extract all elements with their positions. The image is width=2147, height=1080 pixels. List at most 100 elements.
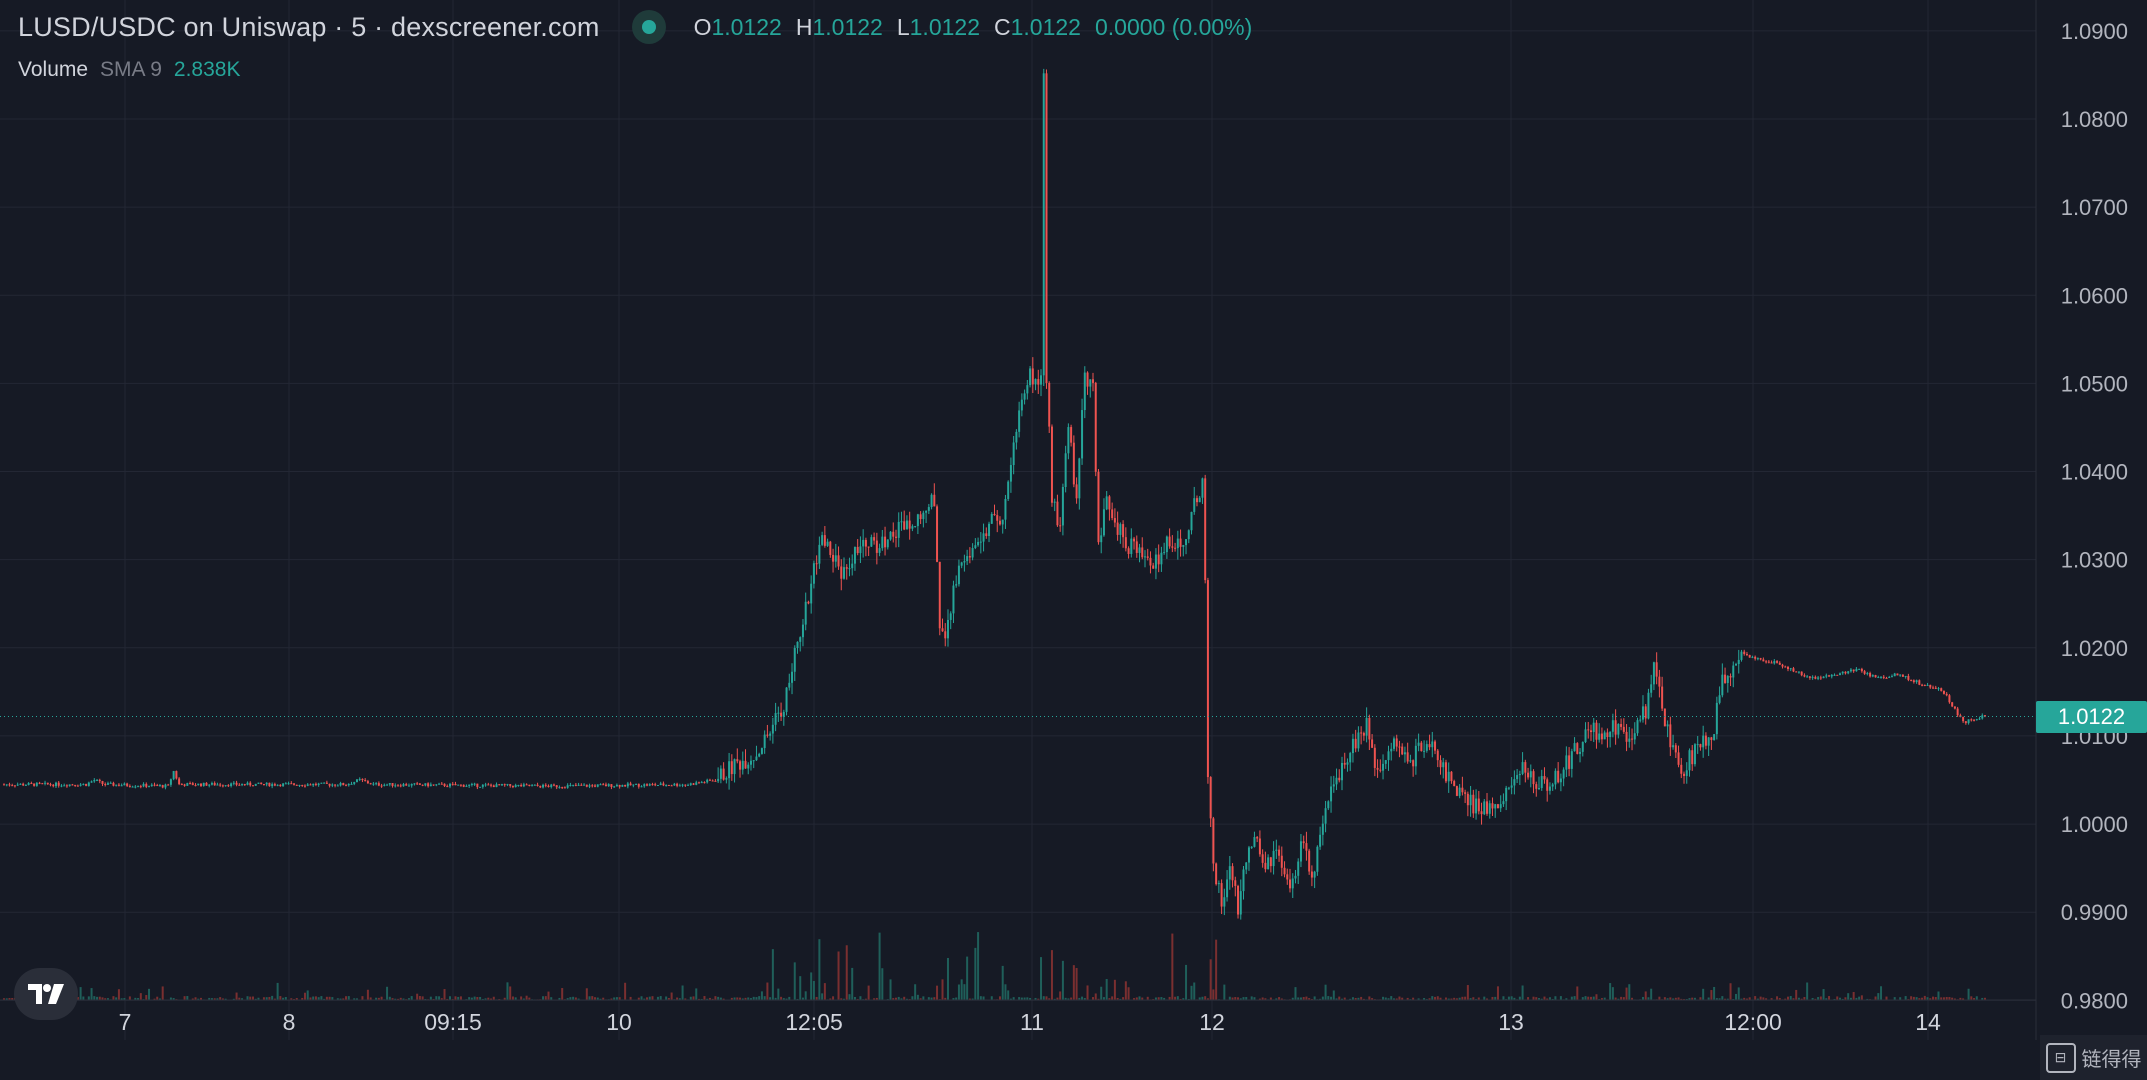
candle-body [1932, 687, 1935, 689]
candle-body [1833, 674, 1836, 676]
volume-bar [1228, 996, 1231, 1000]
candle-body [1945, 693, 1948, 696]
candle-body [610, 784, 613, 788]
volume-bar [1212, 989, 1215, 1000]
candle-body [936, 506, 939, 562]
live-status-indicator [631, 10, 666, 44]
candle-body [262, 784, 265, 786]
candle-body [1647, 692, 1650, 719]
volume-bar [418, 995, 421, 1000]
volume-bar [284, 996, 287, 1000]
volume-bar [186, 996, 189, 1000]
candle-body [232, 782, 235, 784]
volume-bar [1406, 997, 1409, 1000]
candle-body [1866, 673, 1869, 675]
volume-bar [1029, 997, 1032, 1000]
candle-body [424, 783, 427, 786]
volume-bar [459, 996, 462, 1000]
candle-body [451, 783, 454, 785]
y-tick-label: 1.0700 [2061, 195, 2128, 220]
candle-body [1529, 771, 1532, 778]
candle-body [525, 784, 528, 786]
candle-body [1940, 688, 1943, 691]
candle-body [347, 784, 350, 786]
volume-bar [714, 996, 717, 1000]
volume-bar [859, 996, 862, 1000]
candle-body [3, 784, 5, 786]
volume-bar [971, 998, 974, 1000]
volume-bar [955, 997, 958, 1000]
y-tick-label: 1.0200 [2061, 636, 2128, 661]
candle-body [1425, 744, 1428, 751]
volume-bar [1294, 987, 1297, 1000]
volume-bar [76, 996, 79, 1000]
candle-body [536, 784, 539, 786]
candle-body [150, 784, 153, 787]
candle-body [643, 784, 646, 787]
volume-bar [1168, 996, 1171, 1000]
candle-body [413, 783, 416, 785]
candle-body [279, 784, 282, 787]
volume-bar [137, 998, 140, 1000]
candle-body [714, 780, 717, 782]
volume-bar [966, 956, 969, 1000]
volume-bar [153, 998, 156, 1000]
candle-body [1108, 496, 1111, 510]
candle-body [1412, 760, 1415, 767]
volume-bar [440, 998, 443, 1000]
candle-body [1518, 773, 1521, 776]
candle-body [848, 568, 851, 570]
candle-body [1888, 677, 1891, 679]
candle-body [1346, 762, 1349, 765]
volume-bar [1502, 996, 1505, 1000]
volume-bar [1064, 997, 1067, 1000]
volume-bar [1836, 996, 1839, 1000]
volume-bar [1458, 997, 1461, 1000]
volume-indicator-legend[interactable]: Volume SMA 9 2.838K [18, 58, 240, 82]
candle-body [1220, 883, 1223, 907]
candle-body [1735, 664, 1738, 666]
volume-bar [254, 998, 257, 1000]
volume-bar [366, 989, 369, 1000]
candle-body [1595, 722, 1598, 740]
volume-bar [525, 995, 528, 1000]
candle-body [946, 619, 949, 639]
candle-body [137, 786, 140, 788]
volume-bar [1368, 996, 1371, 1000]
candle-body [1699, 744, 1702, 748]
symbol-title[interactable]: LUSD/USDC on Uniswap · 5 · dexscreener.c… [18, 11, 600, 42]
candle-body [479, 786, 482, 788]
candle-body [500, 784, 503, 786]
candle-body [495, 784, 498, 788]
candle-body [317, 783, 320, 785]
candle-body [1521, 762, 1524, 774]
candle-body [325, 782, 328, 784]
volume-bar [1009, 998, 1012, 1000]
candle-body [161, 785, 164, 788]
candle-body [397, 785, 400, 787]
candle-body [1844, 671, 1847, 674]
volume-bar [1335, 998, 1338, 1000]
candle-body [1527, 772, 1530, 778]
volume-bar [648, 996, 651, 1000]
volume-bar [1045, 996, 1048, 1000]
volume-bar [1261, 997, 1264, 1000]
volume-bar [1631, 997, 1634, 1000]
candle-body [1231, 866, 1234, 881]
candle-body [1291, 878, 1294, 889]
volume-bar [801, 997, 804, 1000]
candle-body [818, 544, 821, 564]
volume-bar [843, 998, 846, 1000]
tradingview-logo-icon[interactable] [14, 968, 78, 1020]
candle-body [1138, 547, 1141, 553]
candle-body [1852, 669, 1855, 672]
candle-body [1496, 804, 1499, 809]
volume-bar [815, 996, 818, 1000]
candle-body [1885, 677, 1888, 679]
candle-body [405, 784, 408, 786]
candle-body [1316, 846, 1319, 872]
volume-bar [520, 996, 523, 1000]
candle-body [1477, 798, 1480, 812]
